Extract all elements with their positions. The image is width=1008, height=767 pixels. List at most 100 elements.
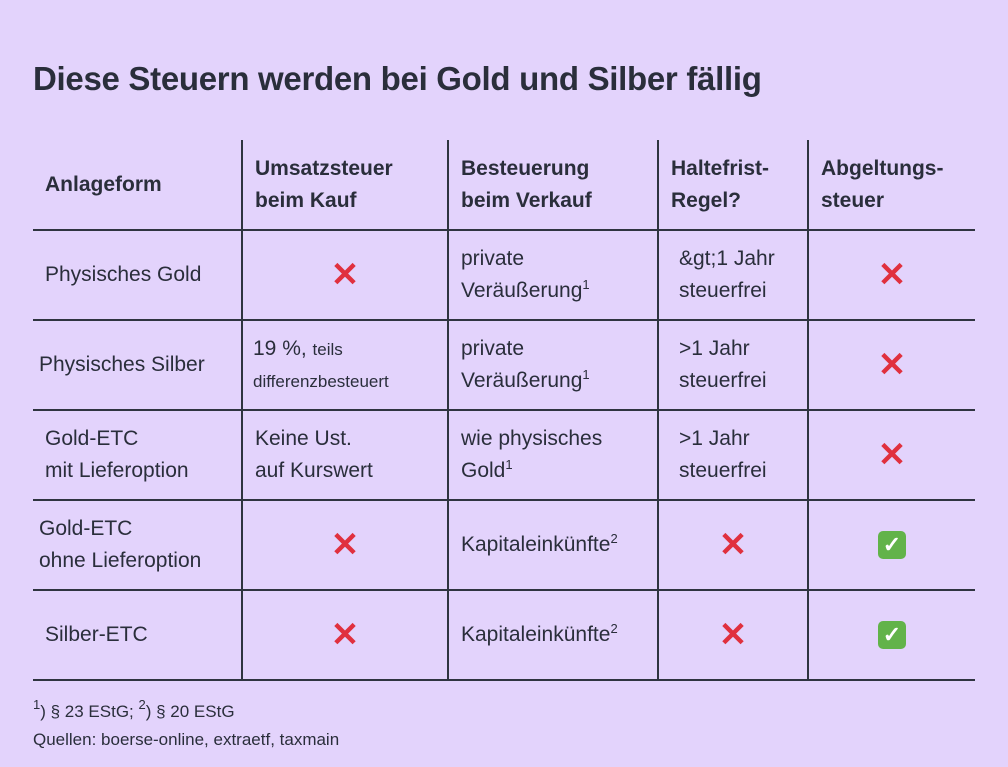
verkauf-text: Kapitaleinkünfte2 <box>461 529 618 561</box>
text-line: Keine Ust. <box>255 427 352 450</box>
cell-umsatzsteuer: ✕ <box>241 501 447 589</box>
cell-verkauf: private Veräußerung1 <box>447 231 657 319</box>
anlageform-text: Gold-ETC mit Lieferoption <box>45 423 189 487</box>
haltefrist-text: &gt;1 Jahr steuerfrei <box>679 243 775 307</box>
header-line: Regel? <box>671 188 742 212</box>
text-line: Kapitaleinkünfte2 <box>461 529 618 561</box>
table-row: Gold-ETC ohne Lieferoption ✕ Kapitaleinkünf… <box>33 501 975 591</box>
footnote-text: ) § 23 EStG; <box>40 702 139 721</box>
text: Kapitaleinkünfte <box>461 623 611 646</box>
text-line: steuerfrei <box>679 369 767 392</box>
footnote-text: ) § 20 EStG <box>145 702 235 721</box>
text-line: Physisches Silber <box>39 353 205 376</box>
verkauf-text: wie physisches Gold1 <box>461 423 602 487</box>
text-line: auf Kurswert <box>255 459 373 482</box>
footnote-ref: 1 <box>582 277 590 292</box>
text-line: wie physisches <box>461 423 602 455</box>
cross-icon: ✕ <box>330 616 360 654</box>
check-icon: ✓ <box>878 621 906 649</box>
cell-verkauf: private Veräußerung1 <box>447 321 657 409</box>
cell-umsatzsteuer: Keine Ust. auf Kurswert <box>241 411 447 499</box>
cell-haltefrist: &gt;1 Jahr steuerfrei <box>657 231 807 319</box>
cell-anlageform: Silber-ETC <box>33 591 241 679</box>
text: private <box>461 247 525 270</box>
text-line: steuerfrei <box>679 459 767 482</box>
ust-main: 19 %, <box>253 336 307 360</box>
header-cell: Besteuerung beim Verkauf <box>447 140 657 229</box>
cell-abgeltungssteuer: ✓ <box>807 501 975 589</box>
text-line: mit Lieferoption <box>45 459 189 482</box>
header-text: Besteuerung beim Verkauf <box>461 153 592 217</box>
ust-note: teils <box>312 339 343 359</box>
cell-anlageform: Physisches Silber <box>33 321 241 409</box>
text-line: >1 Jahr <box>679 427 750 450</box>
text-line: Silber-ETC <box>45 623 148 646</box>
table-header: Anlageform Umsatzsteuer beim Kauf Besteueru… <box>33 140 975 231</box>
text: private <box>461 337 525 360</box>
table-row: Gold-ETC mit Lieferoption Keine Ust. auf Ku… <box>33 411 975 501</box>
cell-haltefrist: ✕ <box>657 591 807 679</box>
cross-icon: ✕ <box>877 346 907 384</box>
text-line: Gold1 <box>461 455 602 487</box>
header-text: Haltefrist- Regel? <box>671 153 769 217</box>
table-row: Silber-ETC ✕ Kapitaleinkünfte2 ✕ ✓ <box>33 591 975 681</box>
header-line: beim Kauf <box>255 188 357 212</box>
header-text: Anlageform <box>45 169 162 201</box>
text: wie physisches <box>461 427 603 450</box>
ust-note: differenzbesteuert <box>253 371 389 391</box>
cell-anlageform: Gold-ETC mit Lieferoption <box>33 411 241 499</box>
cell-anlageform: Gold-ETC ohne Lieferoption <box>33 501 241 589</box>
cell-abgeltungssteuer: ✕ <box>807 411 975 499</box>
cell-haltefrist: >1 Jahr steuerfrei <box>657 321 807 409</box>
header-cell: Anlageform <box>33 140 241 229</box>
cell-umsatzsteuer: ✕ <box>241 591 447 679</box>
text-line: Veräußerung1 <box>461 275 590 307</box>
tax-table: Anlageform Umsatzsteuer beim Kauf Besteueru… <box>33 140 975 681</box>
header-line: Anlageform <box>45 172 162 196</box>
anlageform-text: Physisches Gold <box>45 259 201 291</box>
text: Veräußerung <box>461 369 583 392</box>
text: Veräußerung <box>461 279 583 302</box>
text-line: steuerfrei <box>679 279 767 302</box>
anlageform-text: Silber-ETC <box>45 619 148 651</box>
cell-verkauf: wie physisches Gold1 <box>447 411 657 499</box>
footnote-sup: 2 <box>138 697 146 712</box>
cell-anlageform: Physisches Gold <box>33 231 241 319</box>
header-line: Haltefrist- <box>671 156 770 180</box>
text-line: 19 %, teils <box>253 333 389 366</box>
header-line: steuer <box>821 188 885 212</box>
verkauf-text: Kapitaleinkünfte2 <box>461 619 618 651</box>
cell-haltefrist: ✕ <box>657 501 807 589</box>
text-line: ohne Lieferoption <box>39 549 202 572</box>
cross-icon: ✕ <box>330 526 360 564</box>
ust-text: 19 %, teils differenzbesteuert <box>253 333 389 398</box>
cell-verkauf: Kapitaleinkünfte2 <box>447 501 657 589</box>
haltefrist-text: >1 Jahr steuerfrei <box>679 333 767 397</box>
header-line: beim Verkauf <box>461 188 592 212</box>
text-line: Gold-ETC <box>39 517 133 540</box>
header-line: Umsatzsteuer <box>255 156 393 180</box>
verkauf-text: private Veräußerung1 <box>461 243 590 307</box>
anlageform-text: Gold-ETC ohne Lieferoption <box>39 513 201 577</box>
cell-verkauf: Kapitaleinkünfte2 <box>447 591 657 679</box>
text-line: Kapitaleinkünfte2 <box>461 619 618 651</box>
header-line: Abgeltungs- <box>821 156 944 180</box>
cell-umsatzsteuer: 19 %, teils differenzbesteuert <box>241 321 447 409</box>
text: Gold <box>461 459 506 482</box>
sources: Quellen: boerse-online, extraetf, taxmai… <box>33 730 340 749</box>
verkauf-text: private Veräußerung1 <box>461 333 590 397</box>
text-line: Veräußerung1 <box>461 365 590 397</box>
text: Kapitaleinkünfte <box>461 533 611 556</box>
cell-abgeltungssteuer: ✕ <box>807 321 975 409</box>
table-row: Physisches Gold ✕ private Veräußerung1 &gt;1… <box>33 231 975 321</box>
header-cell: Abgeltungs-steuer <box>807 140 975 229</box>
check-icon: ✓ <box>878 531 906 559</box>
cross-icon: ✕ <box>877 256 907 294</box>
cross-icon: ✕ <box>718 616 748 654</box>
text-line: Physisches Gold <box>45 263 202 286</box>
text-line: private <box>461 243 590 275</box>
table-row: Physisches Silber 19 %, teils differenzbes… <box>33 321 975 411</box>
text-line: >1 Jahr <box>679 337 750 360</box>
cell-abgeltungssteuer: ✓ <box>807 591 975 679</box>
footnote-ref: 1 <box>505 457 513 472</box>
